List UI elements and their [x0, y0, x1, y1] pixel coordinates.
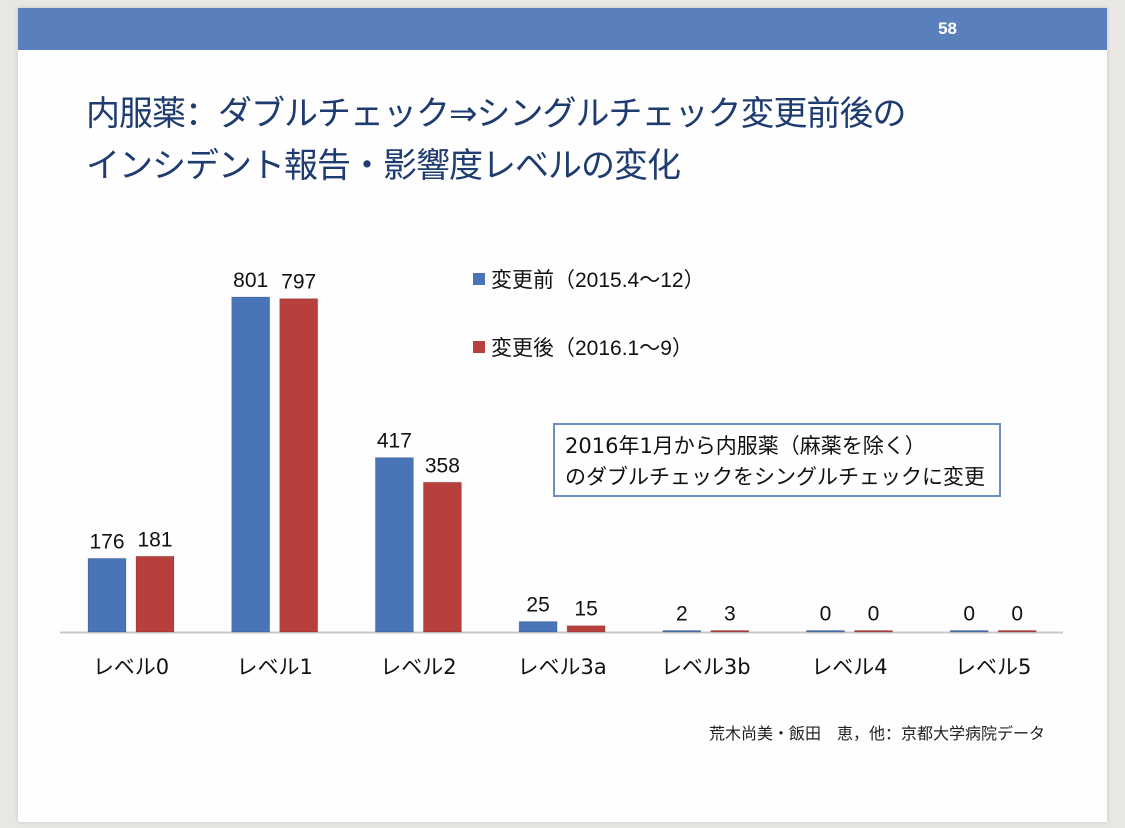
slide-title: 内服薬：ダブルチェック⇒シングルチェック変更前後の インシデント報告・影響度レベ… [86, 88, 906, 192]
annotation-box: 2016年1月から内服薬（麻薬を除く） のダブルチェックをシングルチェックに変更 [553, 423, 1001, 497]
source-note: 荒木尚美・飯田 恵，他：京都大学病院データ [708, 724, 1045, 743]
data-label-after-5: 0 [868, 603, 880, 626]
title-line-2: インシデント報告・影響度レベルの変化 [86, 146, 681, 186]
annotation-line-2: のダブルチェックをシングルチェックに変更 [565, 465, 985, 489]
bar-after-6 [997, 630, 1037, 633]
data-label-before-5: 0 [820, 603, 832, 626]
bar-before-4 [662, 630, 702, 633]
category-label-3: レベル3a [517, 655, 606, 679]
bar-after-0 [135, 555, 175, 633]
bar-before-2 [374, 457, 414, 633]
category-label-5: レベル4 [811, 655, 887, 679]
bar-after-4 [710, 630, 750, 633]
category-label-0: レベル0 [93, 655, 169, 679]
bar-after-2 [422, 481, 462, 633]
legend-swatch-after [473, 341, 485, 354]
category-label-4: レベル3b [661, 655, 751, 679]
data-label-after-0: 181 [137, 528, 172, 551]
legend-item-before: 変更前（2015.4～12） [473, 264, 705, 294]
page-number: 58 [938, 19, 957, 38]
legend-swatch-before [473, 273, 485, 286]
bar-before-6 [949, 630, 989, 633]
data-label-after-1: 797 [281, 271, 316, 294]
slide: 58 内服薬：ダブルチェック⇒シングルチェック変更前後の インシデント報告・影響… [18, 8, 1107, 822]
annotation-line-1: 2016年1月から内服薬（麻薬を除く） [565, 434, 926, 458]
header-bar: 58 [18, 8, 1107, 50]
data-label-after-6: 0 [1011, 603, 1023, 626]
category-label-6: レベル5 [955, 655, 1031, 679]
bar-after-1 [279, 298, 319, 633]
bar-before-1 [231, 296, 271, 633]
data-label-before-1: 801 [233, 269, 268, 292]
category-label-1: レベル1 [237, 655, 313, 679]
data-label-before-6: 0 [963, 603, 975, 626]
legend-item-after: 変更後（2016.1～9） [473, 332, 693, 362]
legend-label-after: 変更後（2016.1～9） [491, 337, 693, 360]
bar-after-5 [854, 630, 893, 633]
bar-before-0 [87, 557, 127, 633]
title-line-1: 内服薬：ダブルチェック⇒シングルチェック変更前後の [86, 94, 906, 134]
category-label-2: レベル2 [380, 655, 456, 679]
legend-label-before: 変更前（2015.4～12） [491, 269, 705, 292]
bar-before-5 [806, 630, 845, 633]
data-label-before-0: 176 [89, 530, 124, 553]
data-label-after-2: 358 [425, 454, 460, 477]
bar-after-3 [566, 625, 606, 633]
data-label-after-3: 15 [574, 598, 597, 621]
data-label-before-4: 2 [676, 603, 688, 626]
data-label-before-2: 417 [377, 430, 412, 453]
data-label-before-3: 25 [526, 594, 549, 617]
data-label-after-4: 3 [724, 603, 736, 626]
bar-before-3 [518, 621, 558, 633]
